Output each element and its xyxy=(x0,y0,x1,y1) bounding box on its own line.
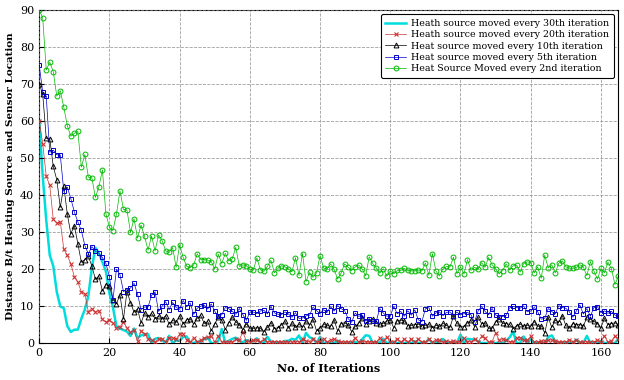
Heat source moved every 10th iteration xyxy=(583,315,590,320)
Heath source moved every 20th iteration xyxy=(615,337,622,342)
Line: Heat source moved every 5th iteration: Heat source moved every 5th iteration xyxy=(37,63,621,325)
Heat source moved every 5th iteration xyxy=(425,306,432,310)
Line: Heat source moved every 10th iteration: Heat source moved every 10th iteration xyxy=(37,81,621,336)
Heath source moved every 30th iteration xyxy=(407,341,415,345)
Heath source moved every 20th iteration xyxy=(608,339,615,343)
Heath source moved every 20th iteration xyxy=(407,337,415,341)
Heat source moved every 10th iteration xyxy=(422,323,429,328)
Heat source moved every 5th iteration xyxy=(615,314,622,318)
Heat source moved every 5th iteration xyxy=(197,304,205,309)
Heat Source Moved every 2nd iteration xyxy=(36,7,43,12)
Heat Source Moved every 2nd iteration xyxy=(615,274,622,278)
Heat Source Moved every 2nd iteration xyxy=(611,282,618,287)
Heat source moved every 5th iteration xyxy=(407,313,415,317)
Line: Heath source moved every 30th iteration: Heath source moved every 30th iteration xyxy=(39,121,618,343)
Heath source moved every 20th iteration xyxy=(200,336,208,340)
Heat source moved every 10th iteration xyxy=(197,313,205,318)
Heat Source Moved every 2nd iteration xyxy=(580,265,587,269)
Y-axis label: Distance B/t Heating Source and Sensor Location: Distance B/t Heating Source and Sensor L… xyxy=(6,32,14,320)
Heat Source Moved every 2nd iteration xyxy=(422,261,429,265)
Heath source moved every 30th iteration xyxy=(583,334,590,338)
Heat source moved every 10th iteration xyxy=(404,324,412,328)
Heat Source Moved every 2nd iteration xyxy=(404,268,412,273)
Heat source moved every 10th iteration xyxy=(608,321,615,326)
Heath source moved every 20th iteration xyxy=(152,340,159,344)
Line: Heath source moved every 20th iteration: Heath source moved every 20th iteration xyxy=(37,118,621,344)
Heat source moved every 10th iteration xyxy=(36,81,43,86)
Heath source moved every 30th iteration xyxy=(615,336,622,341)
Heat source moved every 10th iteration xyxy=(541,331,548,335)
Heat source moved every 5th iteration xyxy=(49,148,57,152)
Heat source moved every 5th iteration xyxy=(348,320,356,325)
Heath source moved every 20th iteration xyxy=(36,119,43,123)
Heat Source Moved every 2nd iteration xyxy=(604,260,612,264)
Heat source moved every 5th iteration xyxy=(36,63,43,67)
Heath source moved every 20th iteration xyxy=(583,340,590,344)
Heat source moved every 5th iteration xyxy=(583,306,590,311)
Heath source moved every 30th iteration xyxy=(148,341,155,345)
Line: Heat Source Moved every 2nd iteration: Heat Source Moved every 2nd iteration xyxy=(37,7,621,287)
Heath source moved every 20th iteration xyxy=(425,337,432,342)
Heath source moved every 30th iteration xyxy=(49,264,57,268)
Heat source moved every 10th iteration xyxy=(615,322,622,327)
Heat source moved every 5th iteration xyxy=(608,309,615,314)
Heath source moved every 20th iteration xyxy=(49,217,57,222)
Legend: Heath source moved every 30th iteration, Heath source moved every 20th iteration: Heath source moved every 30th iteration,… xyxy=(381,14,614,78)
Heat source moved every 10th iteration xyxy=(49,164,57,169)
Heat Source Moved every 2nd iteration xyxy=(197,257,205,262)
Heath source moved every 30th iteration xyxy=(425,337,432,341)
X-axis label: No. of Iterations: No. of Iterations xyxy=(277,363,381,374)
Heat Source Moved every 2nd iteration xyxy=(49,70,57,74)
Heath source moved every 30th iteration xyxy=(36,119,43,123)
Heath source moved every 30th iteration xyxy=(200,337,208,341)
Heath source moved every 30th iteration xyxy=(608,341,615,345)
